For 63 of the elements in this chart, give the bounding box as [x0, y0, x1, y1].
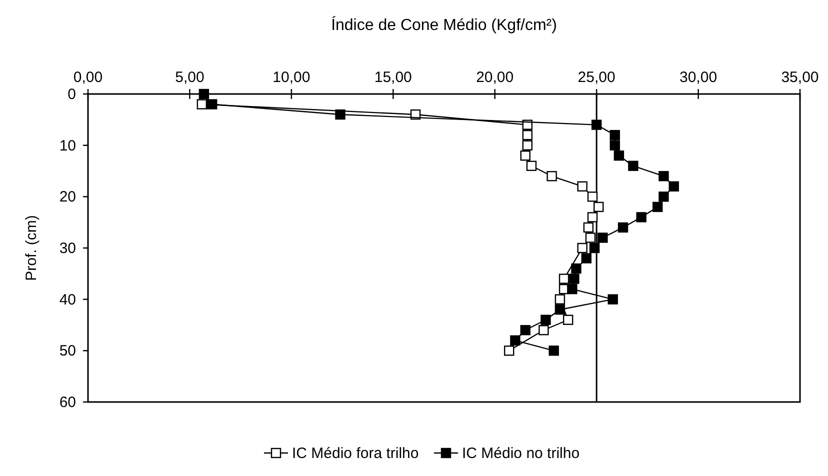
point: [571, 263, 582, 274]
point: [504, 346, 514, 356]
point: [554, 294, 566, 304]
point: [335, 109, 346, 120]
point: [554, 304, 566, 315]
point: [520, 150, 530, 161]
legend-label: IC Médio no trilho: [462, 445, 580, 462]
x-tick-label: 20,00: [476, 69, 514, 86]
point: [585, 232, 596, 243]
x-tick-label: 10,00: [272, 69, 310, 86]
point: [567, 284, 578, 294]
point: [610, 140, 620, 150]
y-tick-label: 50: [59, 342, 76, 360]
y-tick-label: 30: [59, 240, 76, 257]
point: [562, 314, 574, 325]
point: [526, 160, 537, 171]
point: [668, 181, 679, 192]
point: [569, 274, 580, 284]
point: [598, 232, 608, 243]
y-tick-label: 60: [59, 394, 76, 411]
point: [614, 150, 624, 161]
point: [591, 120, 602, 130]
point: [658, 171, 669, 182]
point: [589, 242, 600, 254]
x-axis-title: Índice de Cone Médio (Kgf/cm²): [331, 16, 557, 34]
point: [610, 130, 620, 140]
point: [581, 253, 592, 264]
point: [546, 171, 557, 182]
x-tick-label: 15,00: [374, 69, 412, 86]
point: [540, 314, 551, 325]
point: [594, 202, 604, 212]
x-tick-label: 0,00: [73, 69, 103, 86]
point: [583, 222, 594, 233]
point: [558, 274, 570, 284]
point: [577, 242, 588, 254]
point: [548, 346, 559, 356]
legend-label: IC Médio fora trilho: [292, 445, 419, 462]
point: [206, 99, 218, 110]
point: [510, 335, 520, 346]
point: [577, 181, 588, 192]
point: [587, 192, 598, 202]
point: [636, 212, 646, 222]
y-tick-label: 40: [59, 291, 76, 308]
point: [522, 130, 533, 140]
point: [618, 222, 628, 233]
y-axis-title: Prof. (cm): [23, 215, 40, 281]
y-tick-label: 20: [59, 188, 76, 206]
x-tick-label: 35,00: [781, 69, 819, 86]
y-tick-label: 0: [68, 86, 76, 103]
point: [538, 325, 549, 336]
x-tick-label: 5,00: [175, 69, 204, 86]
y-tick-label: 10: [59, 137, 76, 154]
point: [658, 192, 669, 202]
x-tick-label: 30,00: [680, 69, 718, 86]
point: [198, 88, 210, 100]
point: [520, 325, 530, 336]
point: [196, 99, 208, 110]
x-tick-label: 25,00: [578, 69, 616, 86]
point: [652, 202, 663, 212]
point: [628, 160, 638, 171]
point: [522, 140, 533, 150]
point: [608, 294, 618, 304]
point: [587, 212, 598, 222]
